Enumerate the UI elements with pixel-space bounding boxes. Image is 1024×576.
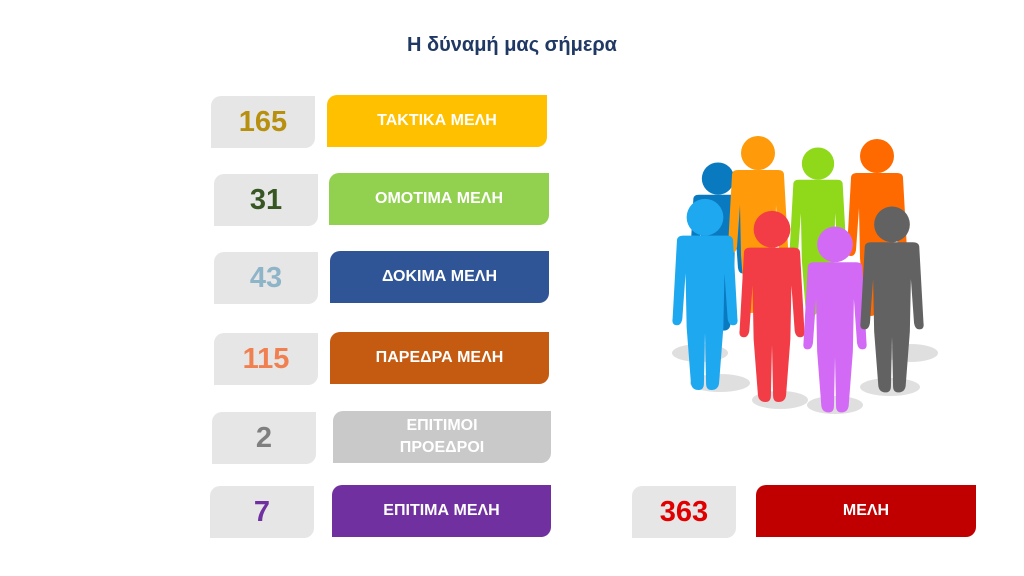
label: ΕΠΙΤΙΜΟΙ ΠΡΟΕΔΡΟΙ: [399, 417, 485, 456]
value-box-taktika: 165: [211, 96, 315, 148]
label-box-taktika: ΤΑΚΤΙΚΑ ΜΕΛΗ: [327, 95, 547, 147]
label-box-paredra: ΠΑΡΕΔΡΑ ΜΕΛΗ: [330, 332, 549, 384]
value-box-epitimoi-proedroi: 2: [212, 412, 316, 464]
label: ΔΟΚΙΜΑ ΜΕΛΗ: [381, 268, 498, 285]
total-value-box: 363: [632, 486, 736, 538]
label-box-omotima: ΟΜΟΤΙΜΑ ΜΕΛΗ: [329, 173, 549, 225]
group-of-people-icon: [672, 136, 938, 414]
value: 165: [238, 105, 288, 138]
label: ΠΑΡΕΔΡΑ ΜΕΛΗ: [375, 349, 504, 366]
value: 43: [249, 261, 283, 294]
value: 115: [242, 342, 290, 375]
label-box-epitimoi-proedroi: ΕΠΙΤΙΜΟΙ ΠΡΟΕΔΡΟΙ: [333, 411, 551, 463]
value: 2: [255, 421, 273, 454]
value: 7: [253, 495, 271, 528]
label: ΕΠΙΤΙΜΑ ΜΕΛΗ: [383, 502, 500, 519]
value-box-epitima: 7: [210, 486, 314, 538]
label: ΤΑΚΤΙΚΑ ΜΕΛΗ: [377, 112, 497, 129]
value-box-paredra: 115: [214, 333, 318, 385]
label-box-dokima: ΔΟΚΙΜΑ ΜΕΛΗ: [330, 251, 549, 303]
total-label-box: ΜΕΛΗ: [756, 485, 976, 537]
value-box-omotima: 31: [214, 174, 318, 226]
page-title: Η δύναμή μας σήμερα: [407, 34, 617, 56]
label: ΟΜΟΤΙΜΑ ΜΕΛΗ: [375, 190, 503, 207]
total-label: ΜΕΛΗ: [842, 502, 890, 519]
label-box-epitima: ΕΠΙΤΙΜΑ ΜΕΛΗ: [332, 485, 551, 537]
value-box-dokima: 43: [214, 252, 318, 304]
total-value: 363: [659, 495, 709, 528]
value: 31: [249, 183, 283, 216]
